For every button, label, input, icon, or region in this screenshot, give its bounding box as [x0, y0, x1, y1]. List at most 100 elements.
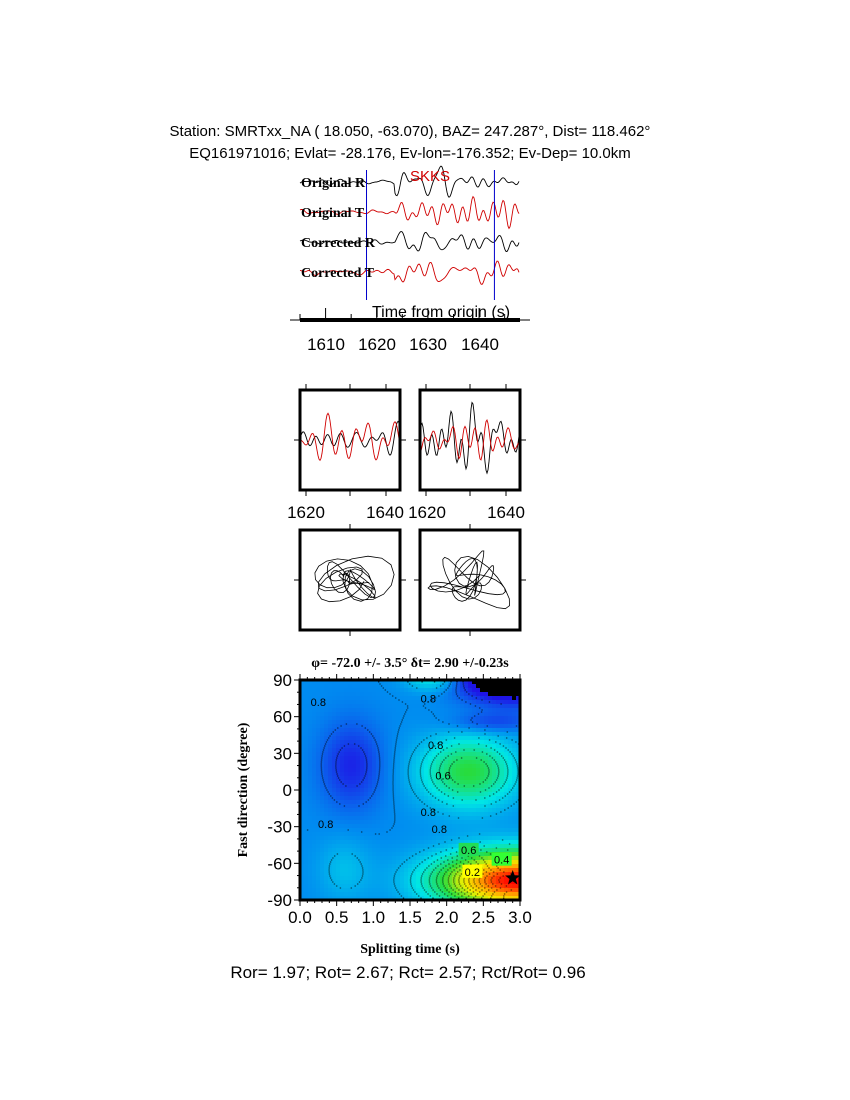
- heatmap-cell: [500, 708, 505, 713]
- heatmap-cell: [388, 788, 393, 793]
- heatmap-cell: [432, 788, 437, 793]
- heatmap-cell: [464, 740, 469, 745]
- heatmap-cell: [344, 780, 349, 785]
- heatmap-cell: [364, 868, 369, 873]
- heatmap-cell: [488, 764, 493, 769]
- heatmap-cell: [440, 816, 445, 821]
- heatmap-tick-labels: 0.0 0.5 1.0 1.5 2.0 2.5 3.09060300-30-60-900.8…: [267, 671, 531, 927]
- heatmap-cell: [376, 724, 381, 729]
- heatmap-cell: [476, 812, 481, 817]
- heatmap-cell: [492, 888, 497, 893]
- heatmap-cell: [384, 780, 389, 785]
- contour-line: [435, 757, 509, 901]
- heatmap-cell: [492, 812, 497, 817]
- heatmap-cell: [396, 800, 401, 805]
- heatmap-cell: [376, 696, 381, 701]
- heatmap-cell: [332, 864, 337, 869]
- heatmap-cell: [304, 748, 309, 753]
- heatmap-cell: [308, 856, 313, 861]
- heatmap-cell: [440, 680, 445, 685]
- heatmap-cell: [332, 740, 337, 745]
- heatmap-cell: [480, 772, 485, 777]
- heatmap-cell: [392, 748, 397, 753]
- heatmap-cell: [436, 760, 441, 765]
- heatmap-cell: [504, 840, 509, 845]
- heatmap-cell: [372, 856, 377, 861]
- heatmap-cell: [448, 708, 453, 713]
- heatmap-cell: [384, 808, 389, 813]
- heatmap-cell: [476, 856, 481, 861]
- heatmap-cell: [492, 868, 497, 873]
- heatmap-cell: [428, 728, 433, 733]
- heatmap-cell: [320, 792, 325, 797]
- heatmap-cell: [460, 884, 465, 889]
- heatmap-cell: [480, 748, 485, 753]
- heatmap-cell: [456, 680, 461, 685]
- heatmap-cell: [444, 748, 449, 753]
- heatmap-cell: [388, 836, 393, 841]
- heatmap-cell: [428, 704, 433, 709]
- heatmap-cell: [304, 756, 309, 761]
- heatmap-cell: [380, 872, 385, 877]
- heatmap-cell: [464, 880, 469, 885]
- heatmap-cell: [448, 744, 453, 749]
- heatmap-cell: [368, 716, 373, 721]
- heatmap-cell: [460, 732, 465, 737]
- heatmap-cell: [376, 768, 381, 773]
- heatmap-xtick: 1.5: [398, 908, 422, 927]
- heatmap-cell: [300, 820, 305, 825]
- heatmap-cell: [476, 776, 481, 781]
- heatmap-cell: [504, 868, 509, 873]
- heatmap-cell: [332, 820, 337, 825]
- heatmap-cell: [384, 704, 389, 709]
- seismogram-trace: [299, 195, 520, 230]
- heatmap-cell: [324, 684, 329, 689]
- heatmap-cell: [312, 712, 317, 717]
- heatmap-cell: [308, 780, 313, 785]
- heatmap-cell: [300, 740, 305, 745]
- heatmap-cell: [460, 776, 465, 781]
- heatmap-cell: [360, 736, 365, 741]
- heatmap-cell: [352, 720, 357, 725]
- heatmap-cell: [464, 736, 469, 741]
- seismogram-trace: [299, 260, 520, 285]
- heatmap-cell: [420, 788, 425, 793]
- heatmap-cell: [436, 772, 441, 777]
- heatmap-cell: [432, 768, 437, 773]
- heatmap-cell: [312, 844, 317, 849]
- heatmap-cell: [472, 804, 477, 809]
- heatmap-cell: [432, 736, 437, 741]
- heatmap-cell: [368, 876, 373, 881]
- heatmap-cell: [352, 816, 357, 821]
- heatmap-cell: [388, 752, 393, 757]
- heatmap-cell: [500, 832, 505, 837]
- heatmap-cell: [492, 828, 497, 833]
- heatmap-cell: [468, 760, 473, 765]
- heatmap-cell: [316, 756, 321, 761]
- heatmap-cell: [444, 700, 449, 705]
- heatmap-cell: [492, 716, 497, 721]
- heatmap-cell: [360, 720, 365, 725]
- heatmap-cell: [444, 884, 449, 889]
- heatmap-cell: [388, 800, 393, 805]
- heatmap-cell: [516, 732, 521, 737]
- heatmap-cell: [508, 848, 513, 853]
- heatmap-cell: [392, 688, 397, 693]
- heatmap-cell: [440, 688, 445, 693]
- heatmap-cell: [340, 736, 345, 741]
- heatmap-cell: [516, 796, 521, 801]
- heatmap-cell: [456, 740, 461, 745]
- heatmap-cell: [336, 748, 341, 753]
- heatmap-cell: [312, 720, 317, 725]
- heatmap-cell: [316, 724, 321, 729]
- heatmap-cell: [500, 700, 505, 705]
- heatmap-cell: [348, 776, 353, 781]
- heatmap-cell: [304, 704, 309, 709]
- heatmap-cell: [340, 712, 345, 717]
- heatmap-cell: [504, 844, 509, 849]
- heatmap-cell: [360, 824, 365, 829]
- heatmap-cell: [384, 720, 389, 725]
- heatmap-cell: [496, 712, 501, 717]
- heatmap-cell: [484, 684, 489, 689]
- heatmap-cell: [308, 764, 313, 769]
